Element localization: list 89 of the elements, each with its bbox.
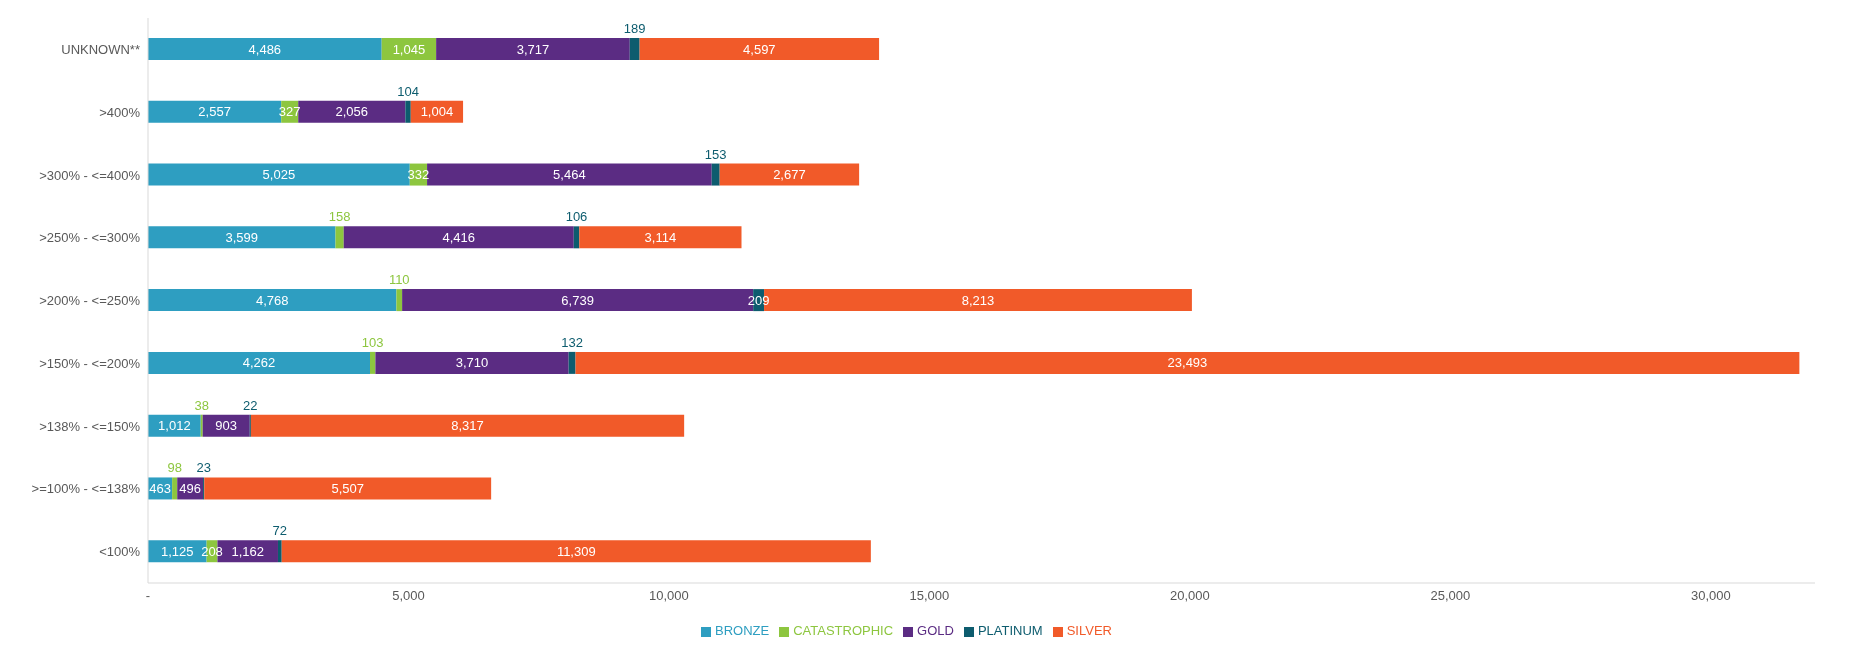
bar [148,38,382,60]
bar [568,351,576,374]
y-tick-label: >138% - <=150% [39,418,141,434]
data-label: 2,056 [335,104,369,120]
data-label: 38 [194,397,209,413]
data-label: 8,317 [451,418,484,434]
x-tick-label: 30,000 [1690,588,1731,604]
x-tick-label: 25,000 [1430,588,1471,604]
bar [427,163,712,186]
x-tick-label: 20,000 [1169,588,1210,604]
bar [343,226,574,249]
bar [148,226,336,249]
y-tick-label: <100% [99,544,141,560]
legend-label: BRONZE [715,623,770,638]
data-label: 903 [215,418,238,434]
data-label: 6,739 [561,292,594,308]
data-label: 189 [623,21,646,36]
data-label: 158 [328,209,351,225]
bar [298,100,406,123]
data-label: 5,025 [262,167,296,183]
bar [148,351,371,374]
data-label: 23 [196,460,211,476]
data-label: 4,416 [442,229,476,245]
data-label: 1,004 [420,104,454,120]
data-label: 1,045 [392,41,426,57]
data-label: 4,768 [255,292,289,308]
bar [335,226,344,249]
y-tick-label: >400% [99,104,141,120]
bar [573,226,580,249]
legend-label: SILVER [1066,623,1112,638]
bar [250,414,685,437]
y-tick-label: >300% - <=400% [39,167,141,183]
y-tick-label: >250% - <=300% [39,230,141,246]
data-label: 22 [243,397,258,413]
data-label: 98 [167,460,182,476]
data-label: 72 [272,523,288,539]
x-tick-label: - [145,588,151,604]
data-label: 132 [561,334,583,350]
bar [375,351,569,374]
legend-label: PLATINUM [977,623,1043,638]
bar [579,226,742,249]
bar [639,38,880,60]
data-label: 4,486 [248,41,282,57]
data-label: 103 [361,334,384,350]
data-label: 3,114 [644,229,677,245]
x-tick-label: 15,000 [909,588,950,604]
data-label: 3,710 [455,355,489,371]
data-label: 153 [704,146,727,162]
bar [575,351,1800,374]
bar [148,163,410,186]
data-label: 4,262 [242,355,276,371]
data-label: 3,599 [225,229,259,245]
data-label: 1,162 [231,543,264,559]
data-label: 4,597 [743,41,776,57]
bar [281,540,871,563]
bar [711,163,720,186]
bar [204,477,492,500]
data-label: 1,125 [161,543,194,559]
bar [172,477,178,500]
data-label: 11,309 [556,543,596,559]
x-tick-label: 5,000 [392,588,425,604]
data-label: 2,677 [773,167,806,183]
y-tick-label: >150% - <=200% [39,355,141,371]
data-label: 5,507 [331,480,364,496]
data-label: 23,493 [1167,355,1208,371]
legend-label: CATASTROPHIC [793,623,894,638]
bar [436,38,630,60]
bar [370,351,376,374]
data-label: 2,557 [198,104,231,120]
data-label: 110 [388,272,410,288]
data-label: 8,213 [961,292,995,308]
data-label: 1,012 [158,418,191,434]
data-label: 106 [565,209,588,225]
bar [148,289,397,312]
bar [405,100,411,123]
data-label: 496 [179,480,201,496]
bar [396,289,403,312]
bar [719,163,860,186]
y-tick-label: UNKNOWN** [61,42,140,57]
legend-label: GOLD [917,623,954,638]
y-tick-label: >200% - <=250% [39,293,141,309]
data-label: 104 [397,83,419,99]
y-tick-label: >=100% - <=138% [31,481,141,497]
data-label: 463 [149,480,171,496]
data-label: 5,464 [553,167,586,183]
x-tick-label: 10,000 [649,588,689,604]
bar [629,38,640,60]
data-label: 3,717 [516,41,550,57]
bar [277,540,282,563]
